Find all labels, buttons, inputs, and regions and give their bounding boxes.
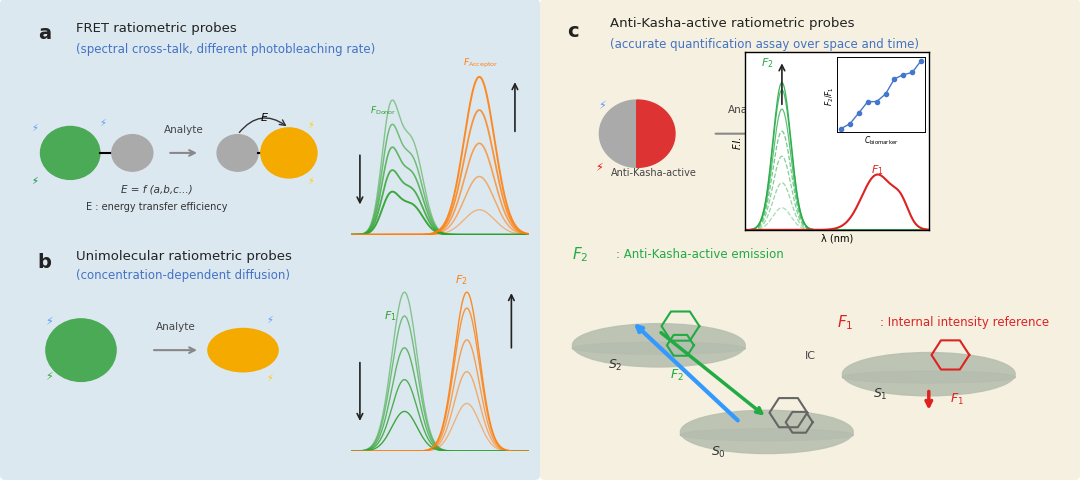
Circle shape <box>45 319 117 382</box>
Text: $F_1$: $F_1$ <box>872 163 883 177</box>
Polygon shape <box>637 101 675 168</box>
Text: (concentration-dependent diffusion): (concentration-dependent diffusion) <box>76 269 289 282</box>
Text: E = f (a,b,c...): E = f (a,b,c...) <box>121 185 192 194</box>
Polygon shape <box>783 101 821 168</box>
Text: ⚡: ⚡ <box>595 163 604 173</box>
Text: $F_1$: $F_1$ <box>950 391 964 406</box>
Circle shape <box>217 135 258 172</box>
Text: : Anti-Kasha-active emission: : Anti-Kasha-active emission <box>616 248 783 261</box>
Text: ⚡: ⚡ <box>598 101 606 110</box>
Text: $S_1$: $S_1$ <box>873 386 888 401</box>
Ellipse shape <box>572 343 745 354</box>
Text: $S_0$: $S_0$ <box>711 444 726 459</box>
Text: b: b <box>38 252 52 271</box>
Text: ⚡: ⚡ <box>31 175 39 185</box>
Text: a: a <box>38 24 51 43</box>
Text: $F_{\mathrm{Acceptor}}$: $F_{\mathrm{Acceptor}}$ <box>463 57 499 70</box>
Text: $F_{\mathrm{Donor}}$: $F_{\mathrm{Donor}}$ <box>369 104 396 116</box>
Text: ⚡: ⚡ <box>31 175 39 185</box>
Text: $S_2$: $S_2$ <box>608 358 623 372</box>
Text: ⚡: ⚡ <box>44 372 53 382</box>
Y-axis label: F.I.: F.I. <box>732 135 742 148</box>
Text: $F_1$: $F_1$ <box>837 312 853 331</box>
Circle shape <box>41 127 100 180</box>
Text: $F_2$: $F_2$ <box>761 57 773 70</box>
Ellipse shape <box>207 329 279 372</box>
Ellipse shape <box>680 410 853 454</box>
Ellipse shape <box>842 372 1015 383</box>
Text: : Internal intensity reference: : Internal intensity reference <box>880 315 1050 328</box>
Ellipse shape <box>680 429 853 441</box>
Text: ⚡: ⚡ <box>784 101 793 110</box>
Text: ⚡: ⚡ <box>784 163 793 173</box>
Text: ⚡: ⚡ <box>841 163 849 173</box>
Polygon shape <box>821 101 859 168</box>
Text: ⚡: ⚡ <box>267 372 273 382</box>
Circle shape <box>261 129 318 179</box>
Text: Analyte: Analyte <box>728 105 768 115</box>
Text: ⚡: ⚡ <box>267 314 273 324</box>
Text: (accurate quantification assay over space and time): (accurate quantification assay over spac… <box>610 38 919 51</box>
Text: E : energy transfer efficiency: E : energy transfer efficiency <box>85 202 228 211</box>
Text: IC: IC <box>805 350 815 360</box>
Text: Analyte: Analyte <box>164 124 203 134</box>
Text: ⚡: ⚡ <box>31 122 39 132</box>
Text: $F_2$: $F_2$ <box>572 245 589 264</box>
Text: Anti-Kasha-active: Anti-Kasha-active <box>610 168 697 178</box>
Text: $F_2$: $F_2$ <box>455 273 468 286</box>
Text: Anti-Kasha-active ratiometric probes: Anti-Kasha-active ratiometric probes <box>610 17 854 30</box>
Text: Analyte: Analyte <box>156 321 195 331</box>
Text: Unimolecular ratiometric probes: Unimolecular ratiometric probes <box>76 250 292 263</box>
Text: $F_2$: $F_2$ <box>670 367 684 382</box>
Text: ⚡: ⚡ <box>307 175 314 185</box>
Text: E: E <box>261 112 268 122</box>
Text: ⚡: ⚡ <box>44 317 53 326</box>
FancyBboxPatch shape <box>0 0 540 480</box>
FancyBboxPatch shape <box>540 0 1080 480</box>
Text: $F_1$: $F_1$ <box>383 309 396 323</box>
Text: ⚡: ⚡ <box>99 118 106 127</box>
Text: (spectral cross-talk, different photobleaching rate): (spectral cross-talk, different photoble… <box>76 43 375 56</box>
Ellipse shape <box>842 353 1015 396</box>
Text: c: c <box>567 22 579 41</box>
Circle shape <box>112 135 153 172</box>
Text: ⚡: ⚡ <box>307 120 314 130</box>
X-axis label: λ (nm): λ (nm) <box>821 233 853 243</box>
Polygon shape <box>599 101 637 168</box>
Ellipse shape <box>572 324 745 367</box>
Text: FRET ratiometric probes: FRET ratiometric probes <box>76 22 237 35</box>
